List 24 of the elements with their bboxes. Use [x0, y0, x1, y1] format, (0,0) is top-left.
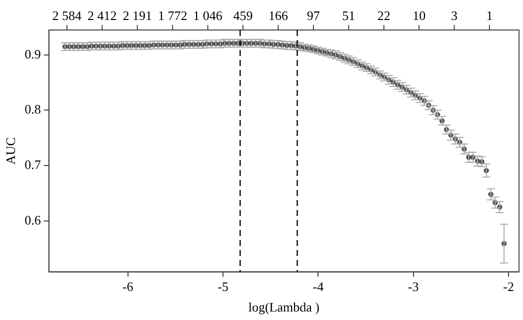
annotation: 3: [451, 8, 458, 23]
y-tick-label: 0.7: [24, 156, 42, 172]
x-tick-label: -3: [408, 279, 419, 294]
annotation: 459: [233, 8, 253, 23]
y-tick-label: 0.6: [24, 212, 42, 228]
annotation: 51: [342, 8, 356, 23]
annotation: 1: [486, 8, 493, 23]
annotation: 10: [412, 8, 426, 23]
annotation: 2 191: [122, 8, 152, 23]
annotation: 97: [306, 8, 320, 23]
x-tick-label: -6: [122, 279, 134, 294]
annotation: 166: [268, 8, 288, 23]
x-axis-title: log(Lambda ): [248, 300, 320, 315]
annotation: 2 584: [52, 8, 82, 23]
annotation: 1 772: [158, 8, 188, 23]
x-tick-label: -2: [503, 279, 514, 294]
annotation: 22: [377, 8, 390, 23]
x-tick-label: -4: [312, 279, 324, 294]
x-tick-label: -5: [218, 279, 228, 294]
annotation: 1 046: [193, 8, 223, 23]
annotation: 2 412: [88, 8, 117, 23]
y-axis-title: AUC: [3, 137, 18, 165]
y-tick-label: 0.9: [24, 46, 41, 62]
y-tick-label: 0.8: [24, 102, 41, 117]
